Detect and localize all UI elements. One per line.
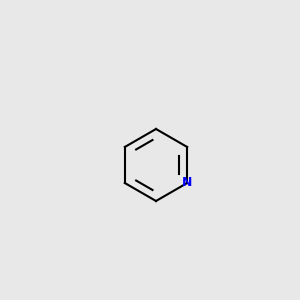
Text: N: N xyxy=(182,176,192,190)
